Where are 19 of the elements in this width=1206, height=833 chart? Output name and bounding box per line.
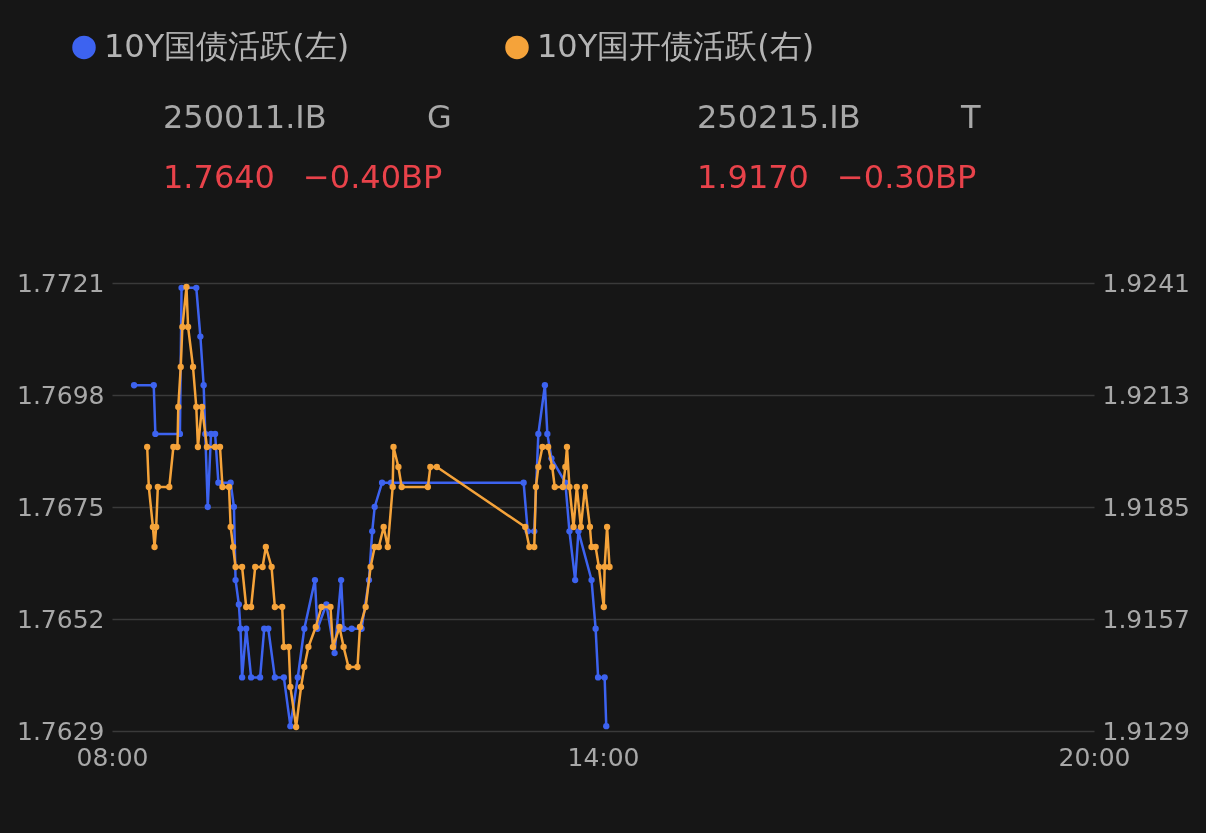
y-tick-label: 1.7721 <box>17 268 105 298</box>
x-tick-label: 14:00 <box>567 742 640 772</box>
text: −0.40BP <box>303 158 443 196</box>
y2-tick-label: 1.9185 <box>1102 492 1190 522</box>
text: T <box>961 98 981 136</box>
text: 250215.IB <box>697 98 861 136</box>
legend-label: 10Y国债活跃(左) <box>104 27 350 66</box>
y2-tick-label: 1.9241 <box>1102 268 1190 298</box>
text: 250011.IB <box>163 98 327 136</box>
text: 1.7640 <box>163 158 275 196</box>
text: 1.9170 <box>697 158 809 196</box>
y-tick-label: 1.7698 <box>17 380 105 410</box>
legend-label: 10Y国开债活跃(右) <box>537 27 815 66</box>
text: G <box>427 98 452 136</box>
y2-tick-label: 1.9157 <box>1102 604 1190 634</box>
y-tick-label: 1.7652 <box>17 604 105 634</box>
text: −0.30BP <box>837 158 977 196</box>
y2-tick-label: 1.9213 <box>1102 380 1190 410</box>
y-tick-label: 1.7675 <box>17 492 105 522</box>
